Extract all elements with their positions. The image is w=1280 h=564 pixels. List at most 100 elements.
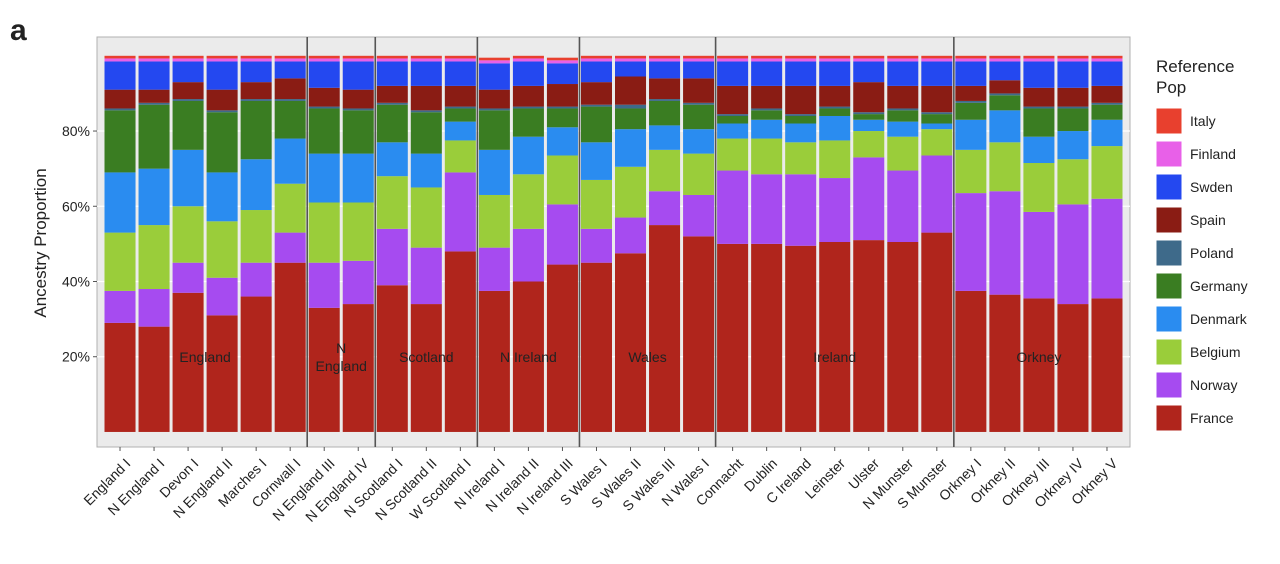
bar-segment	[819, 85, 851, 107]
bar-segment	[512, 228, 544, 282]
bar-segment	[1057, 304, 1089, 432]
bar-segment	[683, 61, 715, 79]
bar-segment	[615, 58, 647, 62]
bar-segment	[683, 78, 715, 103]
bar-segment	[172, 206, 204, 263]
bar-segment	[104, 55, 136, 59]
legend-label: Spain	[1190, 212, 1226, 228]
bar-segment	[751, 110, 783, 120]
bar-segment	[308, 307, 340, 432]
bar-segment	[546, 63, 578, 85]
bar-segment	[717, 138, 749, 171]
bar-segment	[853, 240, 885, 432]
bar-segment	[819, 140, 851, 179]
group-label: Orkney	[1016, 349, 1061, 365]
bar-segment	[1023, 136, 1055, 164]
bar-segment	[1023, 87, 1055, 107]
bar-segment	[546, 127, 578, 156]
group-label: England	[179, 349, 230, 365]
bar-segment	[444, 106, 476, 109]
bar-segment	[342, 61, 374, 90]
bar-segment	[410, 85, 442, 111]
group-label: Wales	[628, 349, 666, 365]
bar-segment	[512, 55, 544, 59]
bar-segment	[580, 61, 612, 83]
bar-segment	[580, 262, 612, 432]
bar-segment	[887, 242, 919, 432]
bar-segment	[342, 108, 374, 111]
bar-segment	[104, 232, 136, 291]
legend-label: Norway	[1190, 377, 1237, 393]
bar-segment	[478, 89, 510, 109]
bar-segment	[853, 119, 885, 132]
bar-segment	[308, 202, 340, 263]
bar-segment	[206, 58, 238, 62]
bar-segment	[342, 304, 374, 432]
bar-segment	[104, 61, 136, 90]
bar-segment	[138, 326, 170, 432]
bar-segment	[649, 78, 681, 100]
bar-segment	[955, 102, 987, 120]
bar-segment	[853, 61, 885, 83]
panel-label: a	[10, 14, 27, 47]
bar-segment	[478, 63, 510, 90]
bar-segment	[478, 194, 510, 248]
bar-segment	[274, 138, 306, 184]
legend-label: Germany	[1190, 278, 1248, 294]
bar-segment	[274, 183, 306, 233]
bar-segment	[615, 129, 647, 167]
bar-segment	[410, 110, 442, 113]
bar-segment	[819, 242, 851, 432]
bar-segment	[615, 61, 647, 77]
bar-segment	[240, 100, 272, 160]
bar-segment	[1023, 163, 1055, 212]
bar-segment	[478, 57, 510, 61]
bar-segment	[138, 89, 170, 103]
bar-segment	[921, 61, 953, 86]
bar-segment	[104, 322, 136, 432]
bar-segment	[138, 104, 170, 169]
bar-segment	[274, 55, 306, 59]
bar-segment	[921, 55, 953, 59]
legend-key	[1155, 272, 1183, 300]
bar-segment	[138, 168, 170, 226]
bar-segment	[342, 89, 374, 109]
bar-segment	[683, 194, 715, 237]
bar-segment	[955, 290, 987, 432]
bar-segment	[785, 123, 817, 143]
bar-segment	[206, 112, 238, 173]
bar-segment	[512, 58, 544, 62]
bar-segment	[444, 61, 476, 86]
bar-segment	[342, 58, 374, 62]
bar-segment	[104, 89, 136, 109]
bar-segment	[989, 294, 1021, 432]
bar-segment	[240, 55, 272, 59]
bar-segment	[172, 58, 204, 62]
bar-segment	[989, 95, 1021, 111]
bar-segment	[444, 58, 476, 62]
bar-segment	[717, 58, 749, 62]
bar-segment	[615, 108, 647, 130]
bar-segment	[206, 55, 238, 59]
group-label-line: Orkney	[1016, 349, 1061, 365]
bar-segment	[989, 191, 1021, 295]
bar-segment	[785, 115, 817, 124]
bar-segment	[751, 85, 783, 109]
bar-segment	[1023, 211, 1055, 299]
bar-segment	[308, 108, 340, 154]
bar-segment	[1023, 61, 1055, 88]
bar-segment	[138, 61, 170, 90]
y-tick-label: 60%	[62, 198, 90, 214]
bar-segment	[580, 58, 612, 62]
bar-segment	[410, 58, 442, 62]
bar-segment	[921, 114, 953, 124]
bar-segment	[717, 85, 749, 115]
bar-segment	[819, 61, 851, 86]
y-tick-label: 20%	[62, 349, 90, 365]
bar-segment	[580, 228, 612, 263]
bar-segment	[955, 58, 987, 62]
bar-segment	[546, 57, 578, 61]
bar-segment	[1091, 55, 1123, 59]
group-label: Ireland	[813, 349, 856, 365]
bar-segment	[649, 125, 681, 150]
